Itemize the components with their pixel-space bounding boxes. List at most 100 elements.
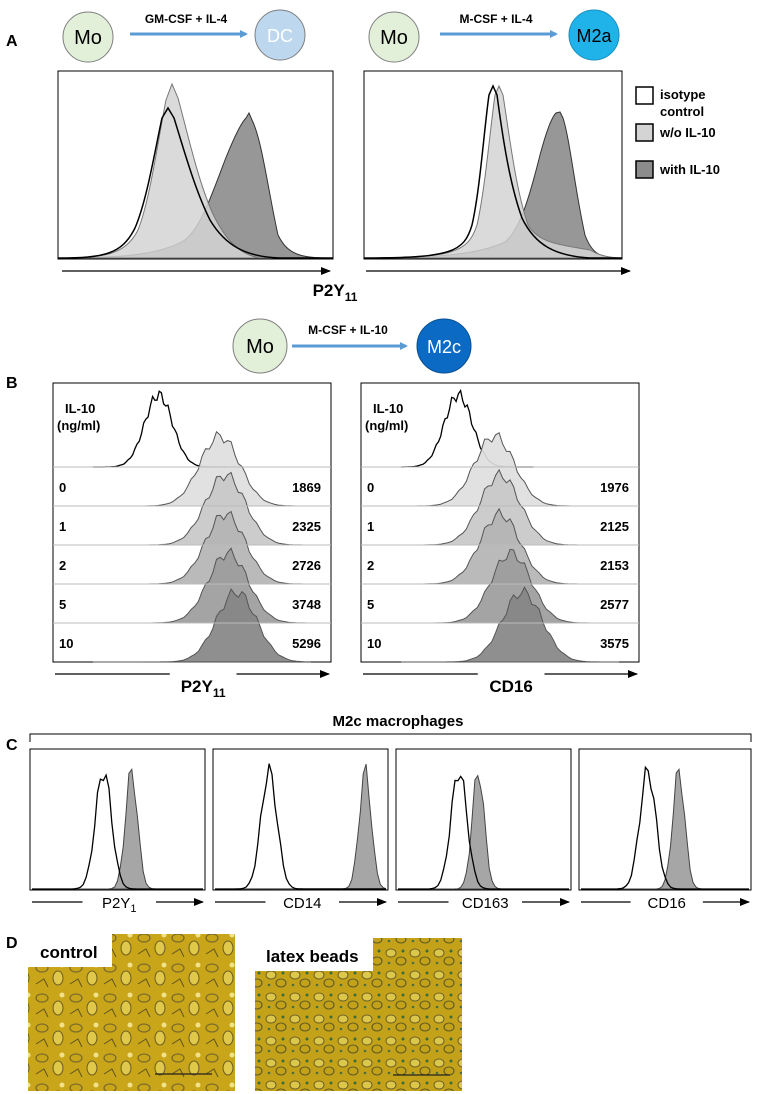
m2c-circle bbox=[416, 318, 472, 374]
legend-swatch-with-il10 bbox=[635, 160, 654, 179]
histogram-p2y1: P2Y1 bbox=[29, 748, 206, 915]
dose-header-line2: (ng/ml) bbox=[57, 418, 100, 433]
dose-label: 10 bbox=[59, 636, 73, 651]
axis-label-main: CD14 bbox=[283, 895, 321, 912]
mo-circle bbox=[62, 11, 114, 63]
panel-label-b: B bbox=[6, 375, 18, 392]
mo-circle bbox=[368, 11, 420, 63]
mo-label: Mo bbox=[246, 336, 274, 358]
dose-label: 2 bbox=[367, 558, 374, 573]
m2c-label: M2c bbox=[427, 337, 461, 357]
panel-c-title: M2c macrophages bbox=[333, 713, 464, 730]
m2a-label: M2a bbox=[576, 26, 612, 46]
legend-label-isotype: isotype bbox=[660, 87, 706, 102]
isotype-curve bbox=[363, 84, 622, 259]
axis-label-main: CD163 bbox=[462, 895, 509, 912]
legend-label-with-il10: with IL-10 bbox=[659, 162, 720, 177]
dose-header-line1: IL-10 bbox=[373, 401, 403, 416]
mfi-value: 1869 bbox=[292, 480, 321, 495]
micrograph-latex-beads-label: latex beads bbox=[266, 947, 359, 966]
mo-label: Mo bbox=[380, 27, 408, 49]
stacked-histogram-p2y11: IL-10 (ng/ml) 0 1869 1 2325 2 2726 5 3748 10 5296 P2… bbox=[52, 382, 332, 700]
isotype-curve bbox=[57, 106, 333, 259]
dose-label: 0 bbox=[59, 480, 66, 495]
isotype-curve bbox=[32, 773, 203, 890]
dose-label: 10 bbox=[367, 636, 381, 651]
conversion-mo-to-dc: Mo GM-CSF + IL-4 DC bbox=[62, 9, 306, 63]
conversion-mo-to-m2a: Mo M-CSF + IL-4 M2a bbox=[368, 9, 620, 63]
axis-label-main: CD16 bbox=[648, 895, 686, 912]
panel-label-d: D bbox=[6, 935, 18, 952]
legend: isotype control w/o IL-10 with IL-10 bbox=[635, 86, 720, 179]
axis-label: CD14 bbox=[283, 895, 321, 912]
panel-label-a: A bbox=[6, 33, 18, 50]
legend-label-isotype-line2: control bbox=[660, 104, 704, 119]
micrograph-control: control bbox=[28, 934, 235, 1091]
mfi-value: 3748 bbox=[292, 597, 321, 612]
plot-frame bbox=[29, 748, 206, 891]
mfi-value: 5296 bbox=[292, 636, 321, 651]
axis-label: CD16 bbox=[489, 677, 532, 696]
micrograph-latex-beads: latex beads bbox=[255, 938, 462, 1091]
panel-label-c: C bbox=[6, 737, 18, 754]
mfi-value: 3575 bbox=[600, 636, 629, 651]
axis-label-sub: 11 bbox=[345, 290, 358, 304]
legend-swatch-without-il10 bbox=[635, 123, 654, 142]
histogram-cd16: CD16 bbox=[578, 748, 752, 912]
isotype-curve bbox=[581, 765, 749, 890]
axis-label: CD16 bbox=[648, 895, 686, 912]
mfi-value: 2577 bbox=[600, 597, 629, 612]
legend-swatch-isotype bbox=[635, 86, 654, 105]
without-il10-curve bbox=[363, 84, 623, 259]
histogram-a-m2a bbox=[363, 70, 631, 275]
legend-label-without-il10: w/o IL-10 bbox=[659, 125, 716, 140]
mfi-value: 2325 bbox=[292, 519, 321, 534]
dose-curve-10 bbox=[401, 586, 619, 663]
dose-label: 5 bbox=[367, 597, 374, 612]
isotype-curve bbox=[398, 775, 569, 890]
axis-label-sub: 11 bbox=[213, 686, 226, 700]
dc-circle bbox=[254, 9, 306, 61]
mfi-value: 2726 bbox=[292, 558, 321, 573]
axis-label: P2Y1 bbox=[102, 895, 136, 915]
dc-label: DC bbox=[267, 26, 293, 46]
stimulus-label: M-CSF + IL-10 bbox=[308, 323, 388, 337]
axis-label-sub: 1 bbox=[130, 903, 136, 915]
mo-label: Mo bbox=[74, 27, 102, 49]
mfi-value: 2153 bbox=[600, 558, 629, 573]
axis-label: CD163 bbox=[462, 895, 509, 912]
m2a-circle bbox=[568, 9, 620, 61]
mfi-value: 1976 bbox=[600, 480, 629, 495]
axis-label: P2Y11 bbox=[181, 677, 226, 700]
stacked-histogram-cd16: IL-10 (ng/ml) 0 1976 1 2125 2 2153 5 2577 10 3575 CD… bbox=[360, 382, 640, 696]
mfi-value: 2125 bbox=[600, 519, 629, 534]
isotype-curve bbox=[215, 763, 386, 890]
dose-header-line1: IL-10 bbox=[65, 401, 95, 416]
dose-header-line2: (ng/ml) bbox=[365, 418, 408, 433]
mo-circle bbox=[232, 318, 288, 374]
stimulus-label: M-CSF + IL-4 bbox=[459, 12, 532, 26]
axis-label-p2y11: P2Y11 bbox=[313, 281, 358, 304]
axis-label-main: P2Y bbox=[102, 895, 130, 912]
dose-label: 1 bbox=[367, 519, 374, 534]
dose-label: 0 bbox=[367, 480, 374, 495]
axis-label-main: CD16 bbox=[489, 677, 532, 696]
stimulus-label: GM-CSF + IL-4 bbox=[145, 12, 228, 26]
axis-label-main: P2Y bbox=[181, 677, 214, 696]
histogram-cd163: CD163 bbox=[395, 748, 572, 912]
plot-frame bbox=[578, 748, 752, 891]
panel-c-histograms: P2Y1 CD14 CD163 CD16 bbox=[29, 748, 752, 915]
histogram-cd14: CD14 bbox=[212, 748, 389, 912]
label-backing bbox=[28, 934, 112, 967]
conversion-mo-to-m2c: Mo M-CSF + IL-10 M2c bbox=[232, 318, 472, 374]
histogram-a-dc bbox=[57, 70, 334, 275]
label-backing bbox=[255, 938, 373, 971]
dose-label: 5 bbox=[59, 597, 66, 612]
axis-label-main: P2Y bbox=[313, 281, 346, 300]
micrograph-control-label: control bbox=[40, 943, 98, 962]
dose-curve-10 bbox=[92, 588, 312, 663]
dose-label: 1 bbox=[59, 519, 66, 534]
dose-label: 2 bbox=[59, 558, 66, 573]
panel-c-bracket bbox=[29, 733, 752, 742]
